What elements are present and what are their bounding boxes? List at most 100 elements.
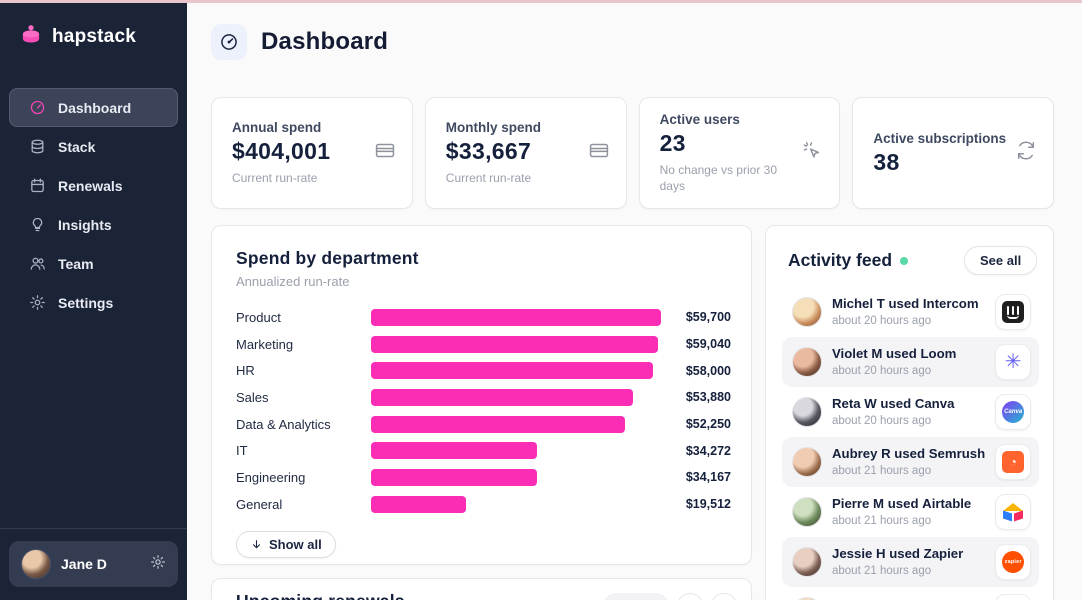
gear-icon — [30, 295, 45, 310]
chart-bar-track — [371, 495, 661, 513]
sidebar-item-label: Team — [58, 255, 94, 272]
user-avatar — [792, 447, 822, 477]
prev-button[interactable] — [677, 593, 703, 600]
chart-bar-track — [371, 468, 661, 486]
sidebar-bottom: Jane D — [0, 528, 187, 600]
activity-app: Canva — [914, 395, 955, 411]
stat-value: 23 — [659, 129, 686, 156]
chart-bar-track — [371, 442, 661, 460]
stat-card-monthly-spend: Monthly spend $33,667 Current run-rate — [424, 97, 627, 209]
sidebar-item-label: Settings — [58, 294, 114, 311]
airtable-icon — [995, 494, 1032, 530]
sidebar-item-dashboard[interactable]: Dashboard — [9, 88, 178, 127]
chart-bar-track — [371, 388, 661, 406]
activity-app: Loom — [920, 345, 957, 361]
sidebar-item-stack[interactable]: Stack — [9, 127, 178, 166]
bottom-card-title: Upcoming renewals — [236, 591, 731, 600]
filter-pill[interactable] — [603, 593, 669, 600]
activity-user: Aubrey R — [832, 445, 891, 461]
chart-bar[interactable] — [371, 442, 538, 460]
activity-item-canva[interactable]: Reta W used Canva about 20 hours ago Canva — [782, 387, 1039, 437]
user-card[interactable]: Jane D — [9, 541, 178, 587]
activity-time: about 20 hours ago — [832, 414, 932, 427]
brand-logo[interactable]: hapstack — [0, 0, 187, 72]
chart-bar[interactable] — [371, 335, 658, 353]
activity-item-semrush[interactable]: Aubrey R used Semrush about 21 hours ago ◔ — [782, 437, 1040, 487]
chart-subtitle: Annualized run-rate — [236, 274, 350, 289]
calendar-icon — [31, 178, 44, 193]
credit-card-icon — [589, 143, 608, 158]
sidebar-item-insights[interactable]: Insights — [9, 205, 178, 244]
sidebar-item-renewals[interactable]: Renewals — [9, 166, 178, 205]
activity-item-intercom[interactable]: Michel T used Intercom about 20 hours ago — [782, 287, 1039, 337]
expensify-icon: E — [995, 594, 1032, 600]
chart-row-general: General $19,512 — [236, 491, 731, 518]
dashboard-gauge-icon — [211, 24, 247, 60]
activity-text: Jessie H used Zapier about 21 hours ago — [832, 546, 985, 579]
chart-value-label: $19,512 — [685, 497, 731, 512]
chart-bar-track — [371, 415, 661, 433]
sidebar-item-team[interactable]: Team — [9, 244, 178, 283]
see-all-button[interactable]: See all — [963, 246, 1038, 275]
stat-value: $404,001 — [232, 137, 331, 164]
user-avatar — [792, 547, 822, 577]
chart-bar[interactable] — [371, 388, 633, 406]
chart-category-label: Engineering — [236, 469, 306, 485]
user-avatar — [792, 347, 822, 377]
page-header: Dashboard — [211, 24, 1054, 60]
stat-label: Active subscriptions — [873, 130, 1007, 146]
sidebar-item-settings[interactable]: Settings — [9, 283, 178, 322]
chart-value-label: $34,167 — [685, 470, 731, 485]
stack-icon — [31, 139, 44, 154]
activity-item-airtable[interactable]: Pierre M used Airtable about 21 hours ago — [782, 487, 1039, 537]
chart-value-label: $58,000 — [685, 363, 731, 378]
chart-category-label: Sales — [236, 389, 269, 405]
chart-bar[interactable] — [371, 495, 466, 513]
chart-value-label: $59,040 — [685, 337, 731, 352]
activity-time: about 21 hours ago — [832, 464, 932, 477]
activity-item-loom[interactable]: Violet M used Loom about 20 hours ago ✳ — [782, 337, 1040, 387]
stat-label: Monthly spend — [445, 119, 542, 135]
activity-feed-header: Activity feed See all — [782, 242, 1039, 275]
activity-app: Semrush — [928, 445, 986, 461]
lightbulb-icon — [32, 217, 43, 232]
chart-row-data-analytics: Data & Analytics $52,250 — [236, 411, 731, 438]
spend-by-department-card: Spend by department Annualized run-rate … — [211, 225, 752, 565]
chart-bar[interactable] — [371, 415, 625, 433]
right-column: Activity feed See all Michel T used Inte… — [765, 225, 1055, 600]
stat-card-active-subscriptions: Active subscriptions 38 — [852, 97, 1055, 209]
sidebar-nav: Dashboard Stack Renewals Insights Team Settin… — [0, 88, 187, 322]
chart-category-label: IT — [236, 443, 248, 459]
zapier-icon: zapier — [995, 544, 1032, 580]
credit-card-icon — [375, 143, 394, 158]
gauge-icon — [30, 100, 45, 115]
sidebar-divider — [0, 528, 187, 529]
activity-user: Jessie H — [832, 545, 886, 561]
stat-card-annual-spend: Annual spend $404,001 Current run-rate — [211, 97, 413, 209]
chart-title: Spend by department — [236, 248, 419, 268]
activity-item-expensify[interactable]: Keon L used ExpensifyE — [782, 587, 1039, 600]
chart-bar[interactable] — [371, 308, 661, 326]
stat-subtext: No change vs prior 30 days — [659, 162, 777, 193]
sidebar-item-label: Renewals — [58, 177, 123, 194]
chart-value-label: $53,880 — [685, 390, 731, 405]
chart-bar[interactable] — [371, 468, 537, 486]
sidebar-item-label: Stack — [58, 138, 96, 155]
chart-row-product: Product $59,700 — [236, 304, 731, 331]
live-status-dot — [900, 256, 909, 265]
activity-item-zapier[interactable]: Jessie H used Zapier about 21 hours ago za… — [782, 537, 1040, 587]
activity-app: Airtable — [922, 495, 972, 511]
activity-feed-title: Activity feed — [788, 250, 893, 270]
bottom-card-controls — [603, 593, 737, 600]
left-column: Spend by department Annualized run-rate … — [211, 225, 752, 600]
user-settings-gear-icon[interactable] — [150, 554, 166, 575]
chart-bar[interactable] — [371, 362, 653, 380]
next-button[interactable] — [711, 593, 737, 600]
stat-cards-row: Annual spend $404,001 Current run-rate Mont… — [211, 97, 1055, 209]
cake-logo-icon — [18, 21, 44, 52]
show-all-button[interactable]: Show all — [236, 530, 336, 558]
activity-app: Intercom — [922, 295, 979, 311]
page-title: Dashboard — [261, 28, 389, 55]
show-all-label: Show all — [269, 536, 322, 552]
